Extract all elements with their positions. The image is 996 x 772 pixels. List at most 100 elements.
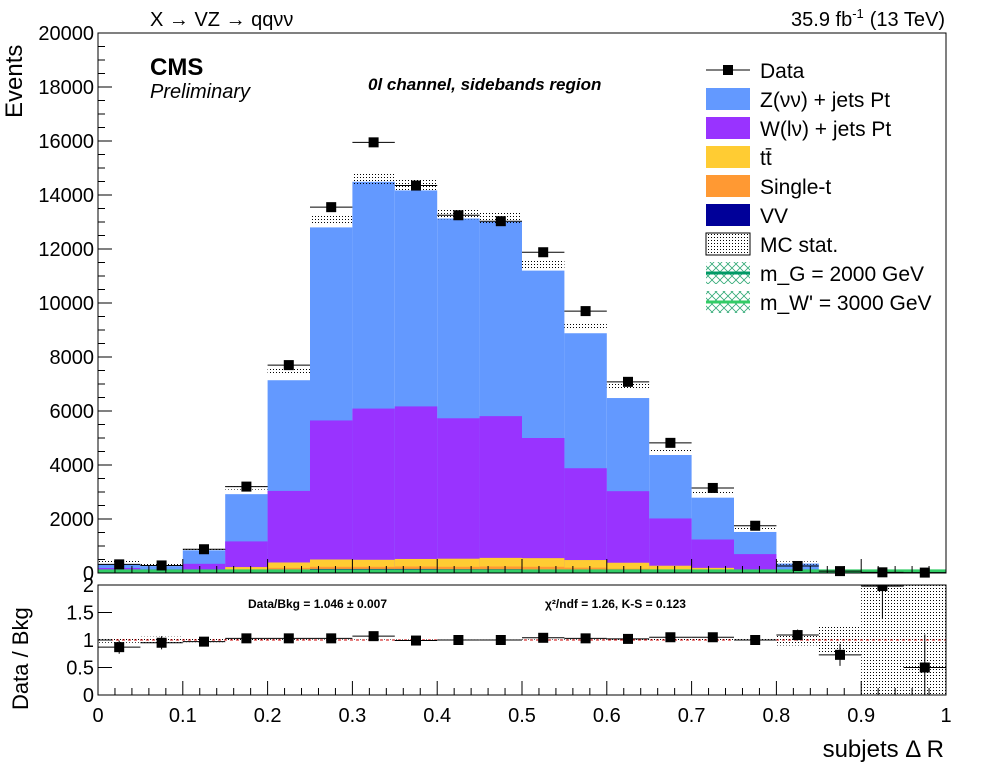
- data-point-11: [580, 306, 591, 317]
- mc-stat-box-5: [310, 213, 353, 225]
- ratio-y-axis-title: Data / Bkg: [8, 607, 33, 710]
- cms-label: CMS: [150, 54, 203, 81]
- stack-bar-w-l-jets-pt-15: [734, 554, 777, 573]
- ratio-y-tick-label-1: 0.5: [66, 658, 94, 680]
- ratio-y-tick-label-2: 1: [83, 630, 94, 652]
- stack-bar-w-l-jets-pt-7: [394, 406, 438, 573]
- ratio-point-9: [495, 635, 506, 645]
- stack-bar-w-l-jets-pt-10: [522, 438, 565, 573]
- legend-swatch-tt-: [706, 146, 750, 168]
- preliminary-label: Preliminary: [150, 81, 251, 103]
- x-axis-title: subjets Δ R: [823, 736, 944, 763]
- data-point-15: [750, 520, 761, 531]
- ratio-y-tick-label-4: 2: [83, 575, 94, 597]
- x-tick-label-1: 0.1: [169, 705, 197, 727]
- energy-label: (13 TeV): [870, 9, 945, 31]
- ratio-point-16: [792, 630, 803, 641]
- main-plot: 0 2000 4000 6000 8000 10000 12000 14000 16000 180…: [38, 23, 947, 585]
- data-point-6: [368, 137, 379, 148]
- x-tick-label-5: 0.5: [508, 705, 536, 727]
- ratio-y-axis: 0 0.5 1 1.5 2: [66, 575, 112, 707]
- y-tick-label-1: 2000: [50, 509, 95, 531]
- main-x-ticks: [97, 559, 947, 573]
- ratio-x-axis: 0 0.1 0.2 0.3 0.4 0.5 0.6 0.7 0.8 0.9 1: [92, 681, 952, 727]
- ratio-point-12: [623, 633, 633, 644]
- legend-label-vv: VV: [760, 205, 788, 228]
- lumi-value: 35.9 fb: [791, 9, 852, 31]
- legend-swatch-w-l-jets-pt: [706, 117, 750, 139]
- data-point-18: [877, 567, 888, 578]
- data-point-17: [835, 566, 845, 577]
- x-tick-label-9: 0.9: [847, 705, 875, 727]
- ratio-point-15: [750, 635, 761, 645]
- process-title: X → VZ → qqνν: [150, 9, 293, 31]
- legend-swatch-vv: [706, 204, 750, 226]
- data-point-1: [156, 560, 167, 571]
- stack-bar-w-l-jets-pt-5: [310, 420, 353, 573]
- legend: Data Z(νν) + jets Pt W(lν) + jets Pt tt̄ Sin…: [705, 60, 932, 315]
- x-tick-label-3: 0.3: [338, 705, 366, 727]
- x-tick-label-2: 0.2: [254, 705, 282, 727]
- data-point-13: [665, 437, 676, 448]
- ratio-point-14: [707, 632, 718, 643]
- y-tick-label-10: 20000: [38, 23, 94, 45]
- stack-bar-w-l-jets-pt-9: [479, 416, 522, 573]
- ratio-point-3: [241, 633, 252, 644]
- lumi-exponent: -1: [852, 6, 864, 21]
- ratio-point-5: [326, 633, 337, 644]
- y-tick-label-7: 14000: [38, 185, 94, 207]
- legend-swatch-mc-stat: [705, 232, 751, 256]
- y-tick-label-9: 18000: [38, 77, 94, 99]
- y-tick-label-3: 6000: [50, 401, 95, 423]
- mc-stat-box-4: [267, 368, 310, 375]
- legend-label-m-g-2000-gev: m_G = 2000 GeV: [760, 263, 924, 286]
- data-point-4: [283, 360, 294, 371]
- data-point-5: [326, 202, 337, 213]
- mc-stat-box-10: [522, 260, 565, 270]
- x-tick-label-7: 0.7: [678, 705, 706, 727]
- ratio-point-2: [199, 636, 209, 647]
- mc-stat-box-6: [352, 172, 395, 185]
- x-tick-label-10: 1: [940, 705, 951, 727]
- y-tick-label-0: 0: [83, 563, 94, 585]
- x-tick-label-6: 0.6: [593, 705, 621, 727]
- y-tick-label-6: 12000: [38, 239, 94, 261]
- legend-label-z-jets-pt: Z(νν) + jets Pt: [760, 89, 890, 112]
- y-tick-label-2: 4000: [50, 455, 95, 477]
- ratio-plot: 00.511.52 0 0.1 0.2 0.3 0.4 0.5 0.6 0.7 0.8 0.9 1 …: [66, 575, 952, 727]
- ratio-point-7: [411, 635, 421, 646]
- stack-bar-tt--12: [606, 562, 650, 573]
- ratio-band-box-0: [98, 637, 141, 643]
- ratio-point-18: [877, 585, 888, 592]
- stack-bar-tt--4: [267, 562, 310, 573]
- data-point-8: [453, 210, 464, 221]
- stack-bar-w-l-jets-pt-4: [267, 490, 310, 573]
- ratio-y-tick-label-0: 0: [83, 685, 94, 707]
- x-tick-label-4: 0.4: [423, 705, 451, 727]
- data-point-16: [792, 560, 803, 571]
- ratio-y-tick-label-3: 1.5: [66, 603, 94, 625]
- data-point-10: [538, 247, 549, 258]
- stack-bar-w-l-jets-pt-6: [352, 408, 395, 573]
- data-point-3: [241, 481, 252, 492]
- mc-stat-box-13: [649, 448, 692, 452]
- stack-bar-w-l-jets-pt-12: [606, 491, 650, 573]
- stack-bar-w-l-jets-pt-13: [649, 518, 692, 573]
- ratio-point-0: [114, 642, 125, 653]
- data-point-7: [411, 180, 421, 191]
- legend-label-tt-: tt̄: [760, 147, 772, 170]
- ratio-point-19: [919, 662, 930, 673]
- legend-swatch-single-t: [706, 175, 750, 197]
- normalization-annotation: Data/Bkg = 1.046 ± 0.007: [248, 597, 387, 611]
- ratio-point-6: [368, 631, 379, 642]
- data-point-0: [114, 559, 125, 570]
- x-tick-label-0: 0: [92, 705, 103, 727]
- legend-label-single-t: Single-t: [760, 176, 831, 199]
- ratio-point-1: [156, 637, 167, 648]
- data-point-12: [623, 376, 633, 387]
- legend-label-mc-stat-: MC stat.: [760, 234, 838, 257]
- ratio-point-10: [538, 632, 549, 643]
- data-points: [98, 137, 946, 578]
- ratio-point-17: [835, 649, 845, 660]
- main-y-axis: 0 2000 4000 6000 8000 10000 12000 14000 16000 180…: [38, 23, 112, 585]
